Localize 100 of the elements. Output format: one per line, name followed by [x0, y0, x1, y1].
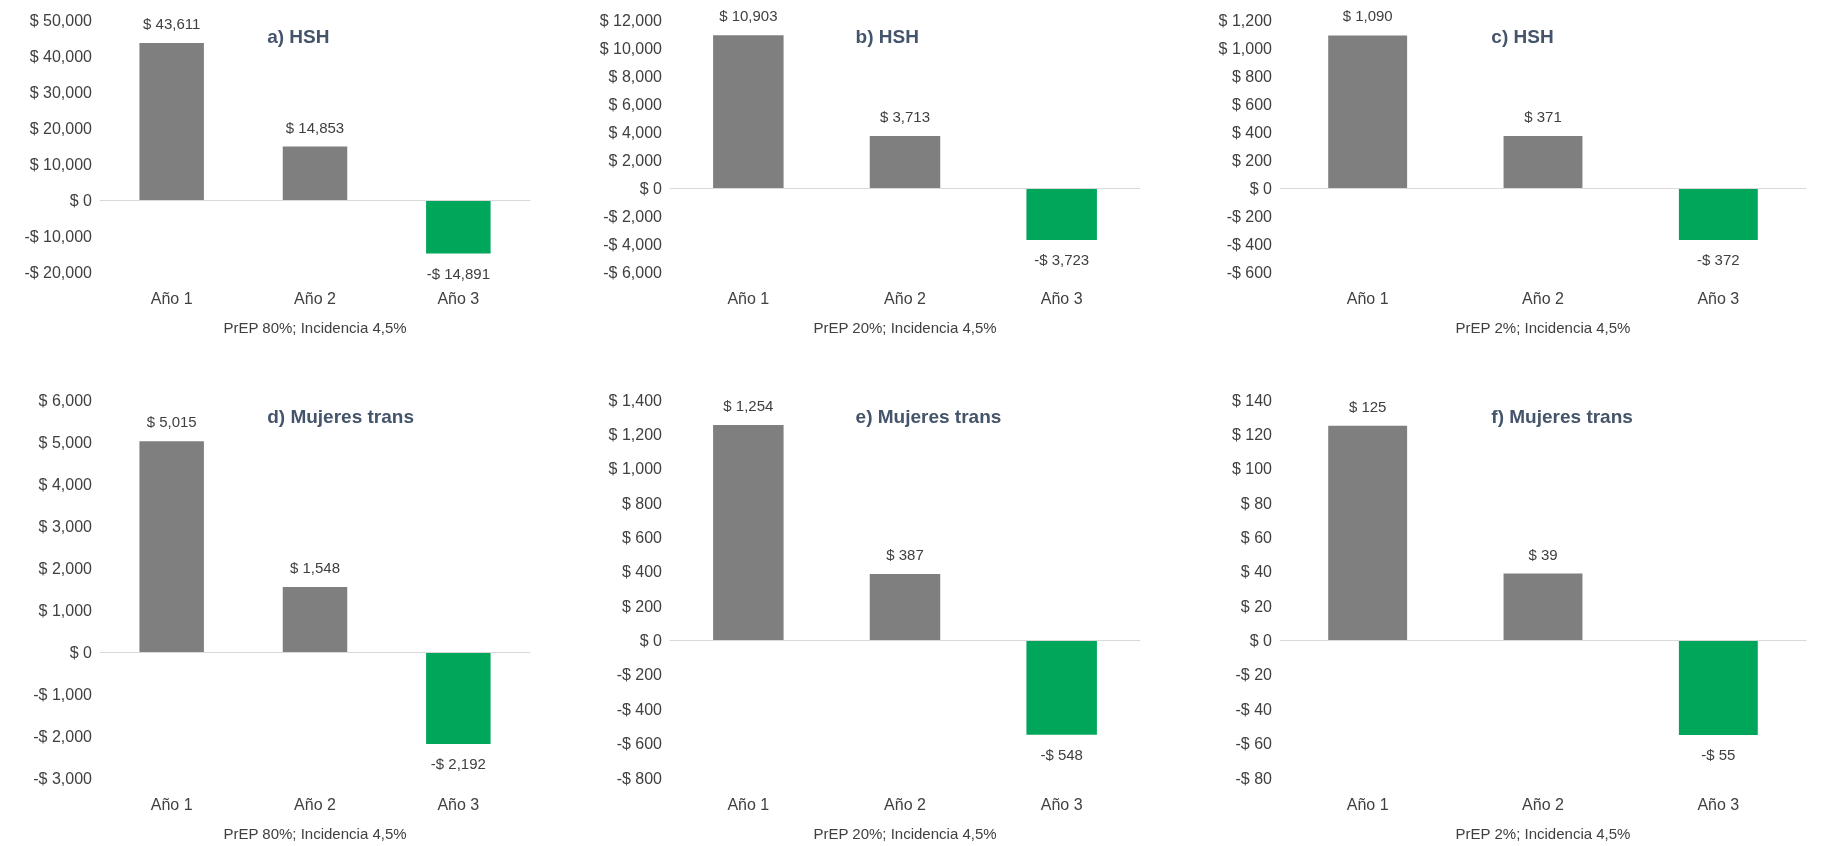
y-tick-label: $ 0 — [639, 632, 663, 650]
x-tick-label: Año 2 — [1522, 795, 1565, 813]
y-tick-label: $ 3,000 — [38, 517, 93, 535]
y-tick-label: $ 2,000 — [38, 559, 93, 577]
y-tick-label: $ 10,000 — [29, 155, 93, 173]
x-tick-label: Año 3 — [437, 289, 480, 307]
y-tick-label: $ 0 — [1249, 179, 1273, 197]
chart-title: f) Mujeres trans — [1491, 406, 1633, 427]
bar — [139, 441, 204, 652]
x-tick-label: Año 1 — [150, 289, 193, 307]
y-tick-label: $ 800 — [621, 494, 663, 512]
y-tick-label: $ 1,000 — [608, 460, 663, 478]
data-label: $ 1,254 — [723, 397, 774, 415]
y-tick-label: -$ 80 — [1235, 769, 1273, 787]
x-axis-title: PrEP 80%; Incidencia 4,5% — [223, 825, 407, 842]
y-tick-label: $ 4,000 — [38, 475, 93, 493]
chart-title: b) HSH — [855, 26, 919, 47]
x-tick-label: Año 2 — [884, 795, 927, 813]
chart-title: a) HSH — [267, 26, 330, 47]
data-label: $ 1,548 — [289, 558, 341, 576]
data-label: $ 387 — [886, 546, 924, 564]
y-tick-label: $ 12,000 — [599, 11, 663, 29]
y-tick-label: -$ 4,000 — [603, 235, 663, 253]
y-tick-label: -$ 200 — [616, 666, 663, 684]
y-tick-label: $ 5,000 — [38, 433, 93, 451]
data-label: $ 1,090 — [1342, 7, 1393, 25]
y-tick-label: -$ 20,000 — [24, 263, 93, 281]
data-label: -$ 548 — [1040, 745, 1083, 763]
bar — [139, 43, 204, 200]
y-tick-label: $ 100 — [1231, 460, 1273, 478]
y-tick-label: $ 120 — [1231, 425, 1273, 443]
y-tick-label: $ 800 — [1231, 67, 1273, 85]
data-label: $ 10,903 — [719, 7, 778, 25]
y-tick-label: $ 0 — [69, 191, 93, 209]
x-axis-title: PrEP 20%; Incidencia 4,5% — [813, 825, 997, 842]
x-tick-label: Año 1 — [150, 795, 193, 813]
data-label: -$ 14,891 — [426, 264, 491, 282]
y-tick-label: $ 1,000 — [1218, 39, 1273, 57]
y-tick-label: $ 0 — [1249, 632, 1273, 650]
x-tick-label: Año 2 — [294, 795, 337, 813]
x-tick-label: Año 3 — [437, 795, 480, 813]
bar — [1678, 188, 1758, 241]
data-label: $ 125 — [1348, 397, 1387, 415]
bar — [869, 136, 941, 188]
data-label: -$ 2,192 — [430, 755, 486, 773]
y-tick-label: -$ 20 — [1235, 666, 1273, 684]
y-tick-label: $ 200 — [1231, 151, 1273, 169]
y-tick-label: $ 20,000 — [29, 119, 93, 137]
x-tick-label: Año 2 — [294, 289, 337, 307]
y-tick-label: -$ 1,000 — [33, 685, 93, 703]
bar — [1328, 425, 1408, 641]
y-tick-label: $ 20 — [1240, 597, 1273, 615]
x-tick-label: Año 2 — [884, 289, 927, 307]
data-label: -$ 372 — [1697, 251, 1740, 269]
y-tick-label: $ 10,000 — [599, 39, 663, 57]
y-tick-label: $ 30,000 — [29, 83, 93, 101]
y-tick-label: -$ 800 — [616, 769, 663, 787]
y-tick-label: -$ 2,000 — [603, 207, 663, 225]
data-label: $ 5,015 — [146, 413, 197, 431]
y-tick-label: $ 600 — [621, 528, 663, 546]
y-tick-label: $ 60 — [1240, 528, 1273, 546]
bar — [282, 586, 348, 652]
data-label: $ 43,611 — [143, 15, 201, 32]
y-tick-label: -$ 10,000 — [24, 227, 93, 245]
y-tick-label: $ 1,000 — [38, 601, 93, 619]
chart-title: d) Mujeres trans — [267, 406, 414, 427]
x-axis-title: PrEP 2%; Incidencia 4,5% — [1455, 825, 1631, 842]
y-tick-label: $ 6,000 — [608, 95, 663, 113]
data-label: -$ 3,723 — [1034, 251, 1090, 269]
data-label: $ 3,713 — [879, 108, 931, 126]
y-tick-label: $ 4,000 — [608, 123, 663, 141]
y-tick-label: $ 1,400 — [608, 391, 663, 409]
y-tick-label: $ 0 — [639, 179, 663, 197]
chart-title: e) Mujeres trans — [855, 406, 1002, 427]
x-axis-title: PrEP 2%; Incidencia 4,5% — [1455, 319, 1631, 336]
bar — [1026, 188, 1097, 241]
x-tick-label: Año 1 — [1346, 289, 1389, 307]
x-axis-title: PrEP 20%; Incidencia 4,5% — [813, 319, 997, 336]
bar — [1328, 35, 1408, 188]
y-tick-label: $ 40 — [1240, 563, 1273, 581]
bar — [426, 652, 491, 745]
bar — [1503, 136, 1583, 188]
x-tick-label: Año 2 — [1522, 289, 1565, 307]
bar — [1026, 640, 1097, 735]
y-tick-label: $ 600 — [1231, 95, 1273, 113]
x-tick-label: Año 1 — [1346, 795, 1389, 813]
y-tick-label: $ 1,200 — [1218, 11, 1273, 29]
y-tick-label: -$ 60 — [1235, 735, 1273, 753]
data-label: $ 14,853 — [285, 118, 345, 136]
data-label: $ 371 — [1524, 108, 1562, 126]
bar — [713, 425, 784, 641]
y-tick-label: -$ 3,000 — [33, 769, 93, 787]
y-tick-label: -$ 40 — [1235, 700, 1273, 718]
bar — [1678, 640, 1758, 736]
x-axis-title: PrEP 80%; Incidencia 4,5% — [223, 319, 407, 336]
y-tick-label: $ 140 — [1231, 391, 1273, 409]
y-tick-label: $ 400 — [1231, 123, 1273, 141]
y-tick-label: $ 2,000 — [608, 151, 663, 169]
bar — [1503, 573, 1583, 641]
x-tick-label: Año 1 — [727, 289, 770, 307]
